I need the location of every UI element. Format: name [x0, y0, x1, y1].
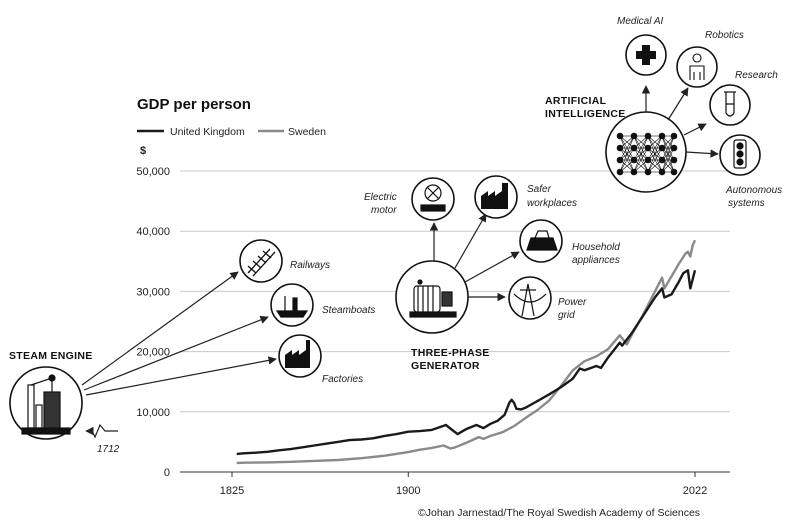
steamboats-label: Steamboats [322, 305, 375, 316]
legend-label-uk: United Kingdom [170, 126, 245, 138]
generator-group: THREE-PHASE GENERATOR Electric motor Saf… [364, 175, 620, 372]
nn-node [616, 168, 624, 176]
electric-motor-icon [411, 177, 455, 221]
generator-title-line2: GENERATOR [411, 360, 480, 372]
railways-label: Railways [290, 260, 330, 271]
nn-node [616, 156, 624, 164]
y-tick-label: 30,000 [136, 286, 170, 298]
railways-icon [239, 239, 283, 283]
power-grid-icon [508, 276, 552, 320]
nn-node [644, 156, 652, 164]
year-1712: 1712 [97, 444, 120, 455]
ai-group: ARTIFICIAL INTELLIGENCE Medical AI Robot… [545, 16, 782, 209]
nn-node [630, 168, 638, 176]
nn-node [670, 144, 678, 152]
series-line-sweden [236, 239, 697, 465]
series-lines [236, 239, 697, 465]
y-tick-label: 20,000 [136, 347, 170, 359]
nn-edge [633, 135, 649, 173]
nn-edge [647, 135, 663, 173]
series-line-united-kingdom [236, 269, 697, 456]
ai-title-line1: ARTIFICIAL [545, 95, 607, 107]
steam-engine-title: STEAM ENGINE [9, 350, 93, 362]
steam-engine-group: STEAM ENGINE 1712 Railways [9, 239, 375, 455]
nn-node [644, 144, 652, 152]
medical-ai-label: Medical AI [617, 16, 664, 27]
nn-node [616, 144, 624, 152]
y-tick-label: 10,000 [136, 407, 170, 419]
nn-node [658, 156, 666, 164]
nn-node [644, 132, 652, 140]
nn-node [630, 132, 638, 140]
credit-line: ©Johan Jarnestad/The Royal Swedish Acade… [418, 507, 700, 519]
generator-title-line1: THREE-PHASE [411, 347, 490, 359]
y-axis-unit: $ [140, 145, 146, 157]
nn-node [658, 144, 666, 152]
household-appliances-label-2: appliances [572, 255, 620, 266]
neural-network-nodes [616, 132, 678, 176]
ai-title-line2: INTELLIGENCE [545, 108, 626, 120]
research-label: Research [735, 70, 778, 81]
nn-edge [619, 135, 635, 161]
y-axis-ticks: 0 10,000 20,000 30,000 40,000 50,000 [136, 166, 170, 479]
chart-title: GDP per person [137, 96, 251, 113]
nn-node [670, 132, 678, 140]
y-tick-label: 50,000 [136, 166, 170, 178]
nn-edge [661, 135, 675, 173]
electric-motor-label-2: motor [371, 205, 397, 216]
steamboats-icon [270, 283, 314, 327]
nn-node [670, 168, 678, 176]
nn-edge [633, 147, 649, 173]
nn-edge [619, 135, 635, 173]
nn-node [630, 156, 638, 164]
x-axis-ticks: 1825 1900 2022 [220, 472, 707, 497]
x-tick-label: 1825 [220, 485, 244, 497]
robotics-label: Robotics [705, 30, 744, 41]
nn-edge [633, 135, 649, 161]
nn-edge [661, 135, 675, 161]
legend-label-sweden: Sweden [288, 126, 326, 138]
steam-engine-drawing [21, 374, 71, 435]
electric-motor-label-1: Electric [364, 192, 397, 203]
research-icon [709, 84, 751, 126]
legend: United Kingdom Sweden [137, 126, 326, 138]
x-tick-label: 2022 [683, 485, 707, 497]
nn-edge [647, 135, 663, 161]
power-grid-label-1: Power [558, 297, 587, 308]
nn-node [658, 168, 666, 176]
robotics-icon [676, 46, 718, 88]
year-marker: 1712 [85, 423, 120, 455]
nn-node [616, 132, 624, 140]
x-tick-label: 1900 [396, 485, 420, 497]
nn-node [630, 144, 638, 152]
safer-workplaces-label-2: workplaces [527, 198, 577, 209]
autonomous-systems-label-1: Autonomous [725, 185, 782, 196]
nn-node [658, 132, 666, 140]
household-appliances-label-1: Household [572, 242, 620, 253]
nn-edge [647, 147, 663, 173]
y-tick-label: 0 [164, 467, 170, 479]
factories-label: Factories [322, 374, 363, 385]
medical-cross [636, 45, 656, 65]
autonomous-systems-label-2: systems [728, 198, 765, 209]
nn-edge [661, 147, 675, 173]
nn-node [644, 168, 652, 176]
power-grid-label-2: grid [558, 310, 575, 321]
safer-workplaces-label-1: Safer [527, 184, 552, 195]
nn-edge [619, 147, 635, 173]
y-tick-label: 40,000 [136, 226, 170, 238]
nn-node [670, 156, 678, 164]
